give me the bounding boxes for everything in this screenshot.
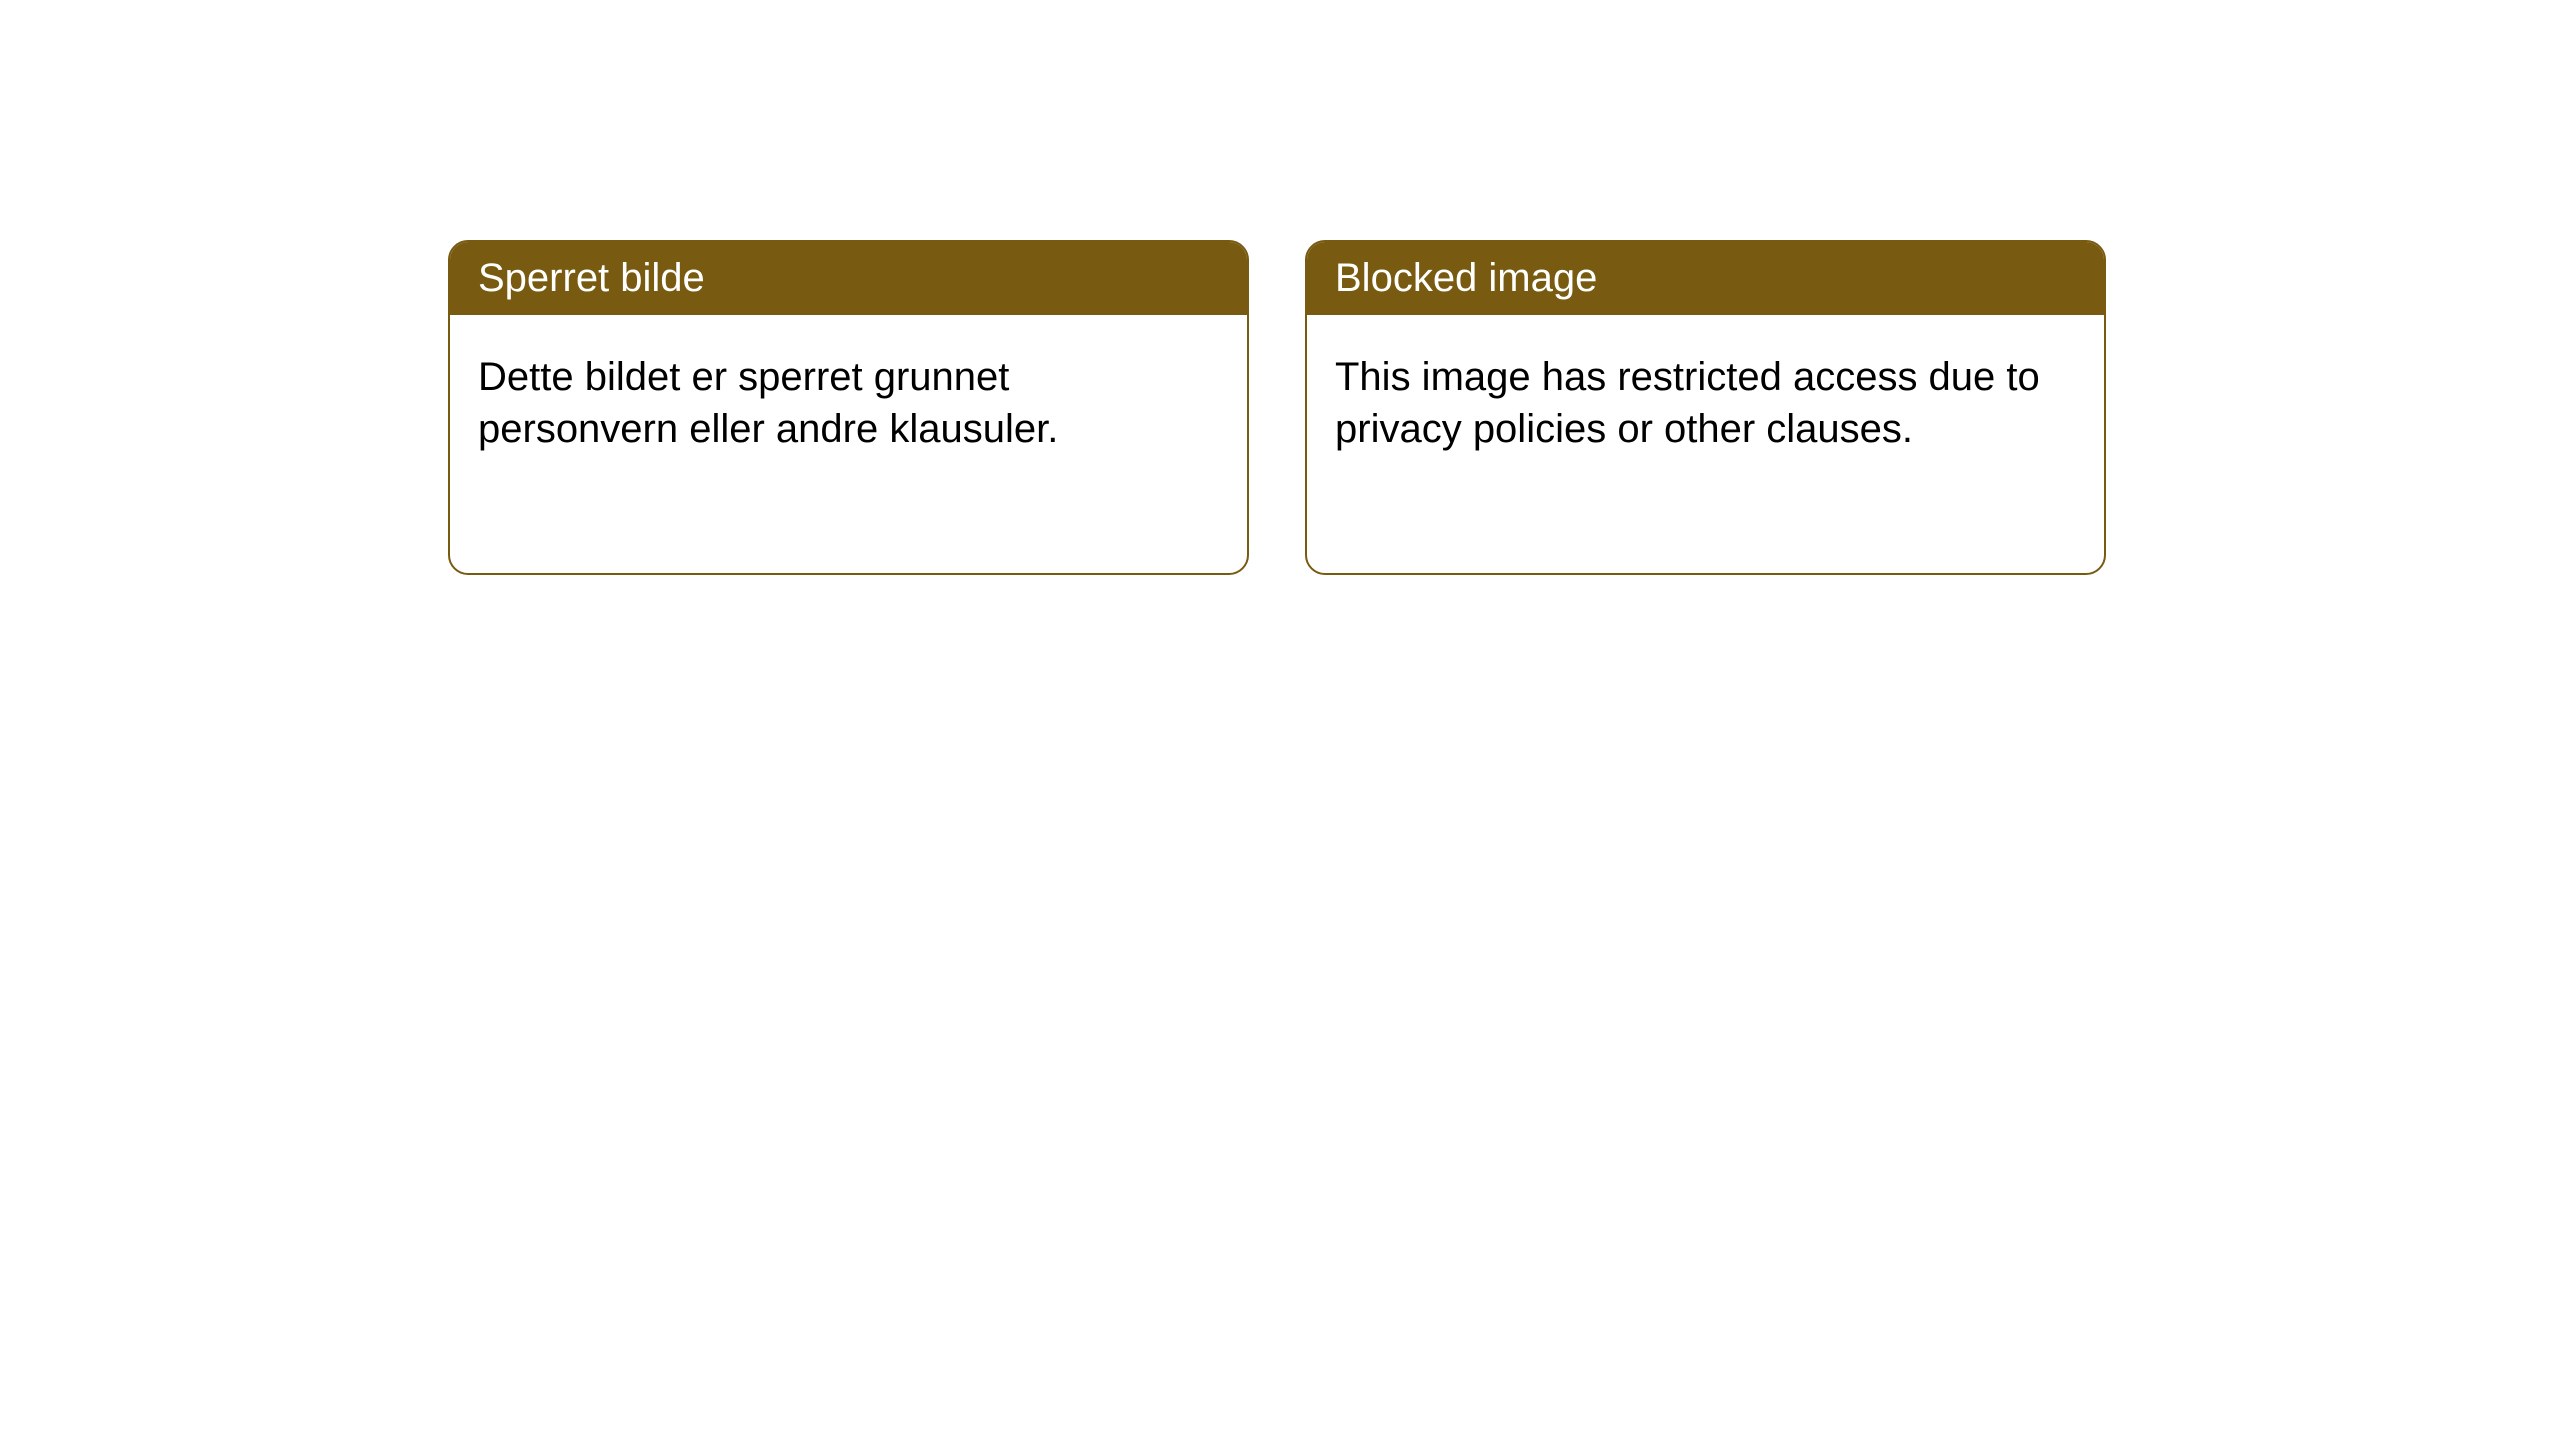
notice-title: Blocked image [1335,256,1597,300]
notice-title: Sperret bilde [478,256,705,300]
notice-message: Dette bildet er sperret grunnet personve… [478,355,1058,451]
notice-card-english: Blocked image This image has restricted … [1305,240,2106,575]
notice-card-norwegian: Sperret bilde Dette bildet er sperret gr… [448,240,1249,575]
notice-body: Dette bildet er sperret grunnet personve… [450,315,1247,491]
notice-container: Sperret bilde Dette bildet er sperret gr… [0,0,2560,575]
notice-body: This image has restricted access due to … [1307,315,2104,491]
notice-header: Sperret bilde [450,242,1247,315]
notice-message: This image has restricted access due to … [1335,355,2040,451]
notice-header: Blocked image [1307,242,2104,315]
